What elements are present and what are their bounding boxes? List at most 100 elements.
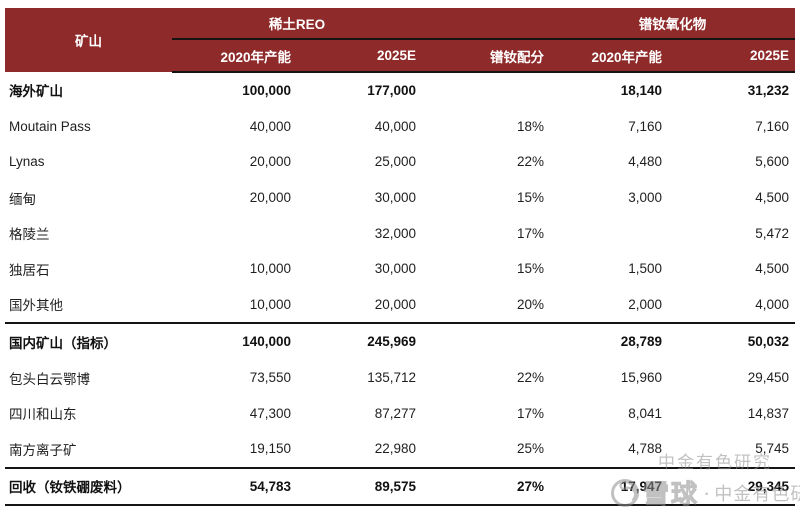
table-row: 国外其他 10,000 20,000 20% 2,000 4,000: [5, 287, 795, 324]
cell-value: 7,160: [628, 118, 663, 134]
cell-value: 294,783: [172, 504, 297, 513]
cell-value: 4,000: [755, 296, 790, 312]
table-row: 缅甸 20,000 30,000 15% 3,000 4,500: [5, 180, 795, 216]
table-row: 包头白云鄂博 73,550 135,712 22% 15,960 29,450: [5, 360, 795, 396]
cell-value: 54,783: [172, 466, 297, 506]
table-row: 海外矿山 100,000 177,000 18,140 31,232: [5, 72, 795, 109]
cell-value: 22%: [516, 154, 545, 170]
table-body: 海外矿山 100,000 177,000 18,140 31,232 Moutain Pa…: [5, 72, 796, 513]
table-row: 格陵兰 32,000 17% 5,472: [5, 215, 795, 251]
cell-value: 17%: [516, 225, 545, 241]
cell-value: 40,000: [249, 118, 291, 134]
cell-value: 17%: [516, 405, 545, 421]
cell-value: 4,480: [628, 154, 663, 170]
column-header-reo-2025e: 2025E: [297, 39, 423, 73]
cell-value: 20%: [516, 296, 545, 312]
row-label: Moutain Pass: [9, 118, 91, 134]
row-label: 包头白云鄂博: [9, 371, 90, 387]
column-header-prnd-2020: 2020年产能: [550, 39, 669, 73]
row-label: 国外其他: [9, 298, 63, 314]
row-label: 海外矿山: [9, 84, 63, 100]
cell-value: 18,140: [620, 83, 663, 99]
cell-value: 5,745: [755, 441, 790, 457]
table-row: 四川和山东 47,300 87,277 17% 8,041 14,837: [5, 395, 795, 431]
column-header-prnd-2025e: 2025E: [668, 39, 796, 73]
cell-value: [550, 215, 668, 251]
cell-value: 27%: [422, 466, 551, 506]
row-label: 格陵兰: [9, 227, 50, 243]
cell-value: [422, 72, 550, 109]
cell-value: 8,041: [628, 405, 663, 421]
sub-header-row: 2020年产能 2025E 镨钕配分 2020年产能 2025E: [5, 39, 796, 73]
cell-value: 29,345: [668, 466, 796, 506]
cell-value: 14,837: [747, 405, 790, 421]
cell-value: 25,000: [374, 154, 417, 170]
cell-value: 28,789: [550, 322, 669, 360]
row-label: Lynas: [9, 154, 45, 170]
cell-value: 20,000: [249, 154, 291, 170]
cell-value: 10,000: [249, 296, 291, 312]
cell-value: 3,000: [628, 190, 663, 206]
cell-value: 64,876: [550, 504, 669, 513]
cell-value: 50,032: [668, 322, 796, 360]
row-label: 南方离子矿: [9, 442, 77, 458]
table-row: 合计294,783512,544 64,876110,608: [5, 504, 796, 513]
cell-value: 245,969: [297, 322, 423, 360]
group-header-reo: 稀土REO: [172, 8, 423, 40]
column-header-mine: 矿山: [5, 8, 172, 72]
cell-value: [172, 215, 297, 251]
cell-value: 140,000: [172, 322, 297, 360]
table-row: 回收（钕铁硼废料） 54,783 89,575 27% 17,947 29,345: [5, 466, 796, 506]
cell-value: 4,500: [755, 190, 790, 206]
cell-value: 512,544: [297, 504, 423, 513]
cell-value: 5,600: [755, 154, 790, 170]
group-header-spacer: [422, 8, 551, 40]
cell-value: 135,712: [367, 370, 417, 386]
column-header-reo-2020: 2020年产能: [172, 39, 297, 73]
cell-value: 177,000: [367, 83, 417, 99]
cell-value: 1,500: [628, 261, 663, 277]
cell-value: [422, 504, 551, 513]
cell-value: 4,788: [628, 441, 663, 457]
table-row: 国内矿山（指标） 140,000 245,969 28,789 50,032: [5, 322, 796, 360]
cell-value: 7,160: [755, 118, 790, 134]
cell-value: 2,000: [628, 296, 663, 312]
group-header-prnd-oxide: 镨钕氧化物: [550, 8, 796, 40]
cell-value: 22,980: [374, 441, 417, 457]
cell-value: 18%: [516, 118, 545, 134]
table-row: Moutain Pass 40,000 40,000 18% 7,160 7,160: [5, 109, 795, 145]
cell-value: [422, 322, 551, 360]
row-label: 合计: [5, 504, 172, 513]
cell-value: 15%: [516, 190, 545, 206]
cell-value: 32,000: [374, 225, 417, 241]
cell-value: 15,960: [620, 370, 663, 386]
cell-value: 5,472: [755, 225, 790, 241]
row-label: 国内矿山（指标）: [5, 322, 172, 360]
cell-value: 100,000: [242, 83, 291, 99]
cell-value: 10,000: [249, 261, 291, 277]
cell-value: 87,277: [374, 405, 417, 421]
cell-value: 31,232: [747, 83, 790, 99]
table-row: Lynas 20,000 25,000 22% 4,480 5,600: [5, 144, 795, 180]
row-label: 独居石: [9, 262, 50, 278]
cell-value: 73,550: [249, 370, 291, 386]
table-header: 矿山 稀土REO 镨钕氧化物 2020年产能 2025E 镨钕配分 2020年产…: [5, 8, 796, 73]
cell-value: 30,000: [374, 190, 417, 206]
table-row: 南方离子矿 19,150 22,980 25% 4,788 5,745: [5, 431, 795, 468]
cell-value: 4,500: [755, 261, 790, 277]
cell-value: 19,150: [249, 441, 291, 457]
cell-value: 20,000: [249, 190, 291, 206]
group-header-row: 矿山 稀土REO 镨钕氧化物: [5, 8, 796, 72]
row-label: 回收（钕铁硼废料）: [5, 466, 172, 506]
cell-value: 22%: [516, 370, 545, 386]
row-label: 四川和山东: [9, 407, 77, 423]
cell-value: 30,000: [374, 261, 417, 277]
cell-value: 29,450: [747, 370, 790, 386]
cell-value: 47,300: [249, 405, 291, 421]
cell-value: 15%: [516, 261, 545, 277]
cell-value: 25%: [516, 441, 545, 457]
cell-value: 40,000: [374, 118, 417, 134]
cell-value: 89,575: [297, 466, 423, 506]
table-row: 独居石 10,000 30,000 15% 1,500 4,500: [5, 251, 795, 287]
